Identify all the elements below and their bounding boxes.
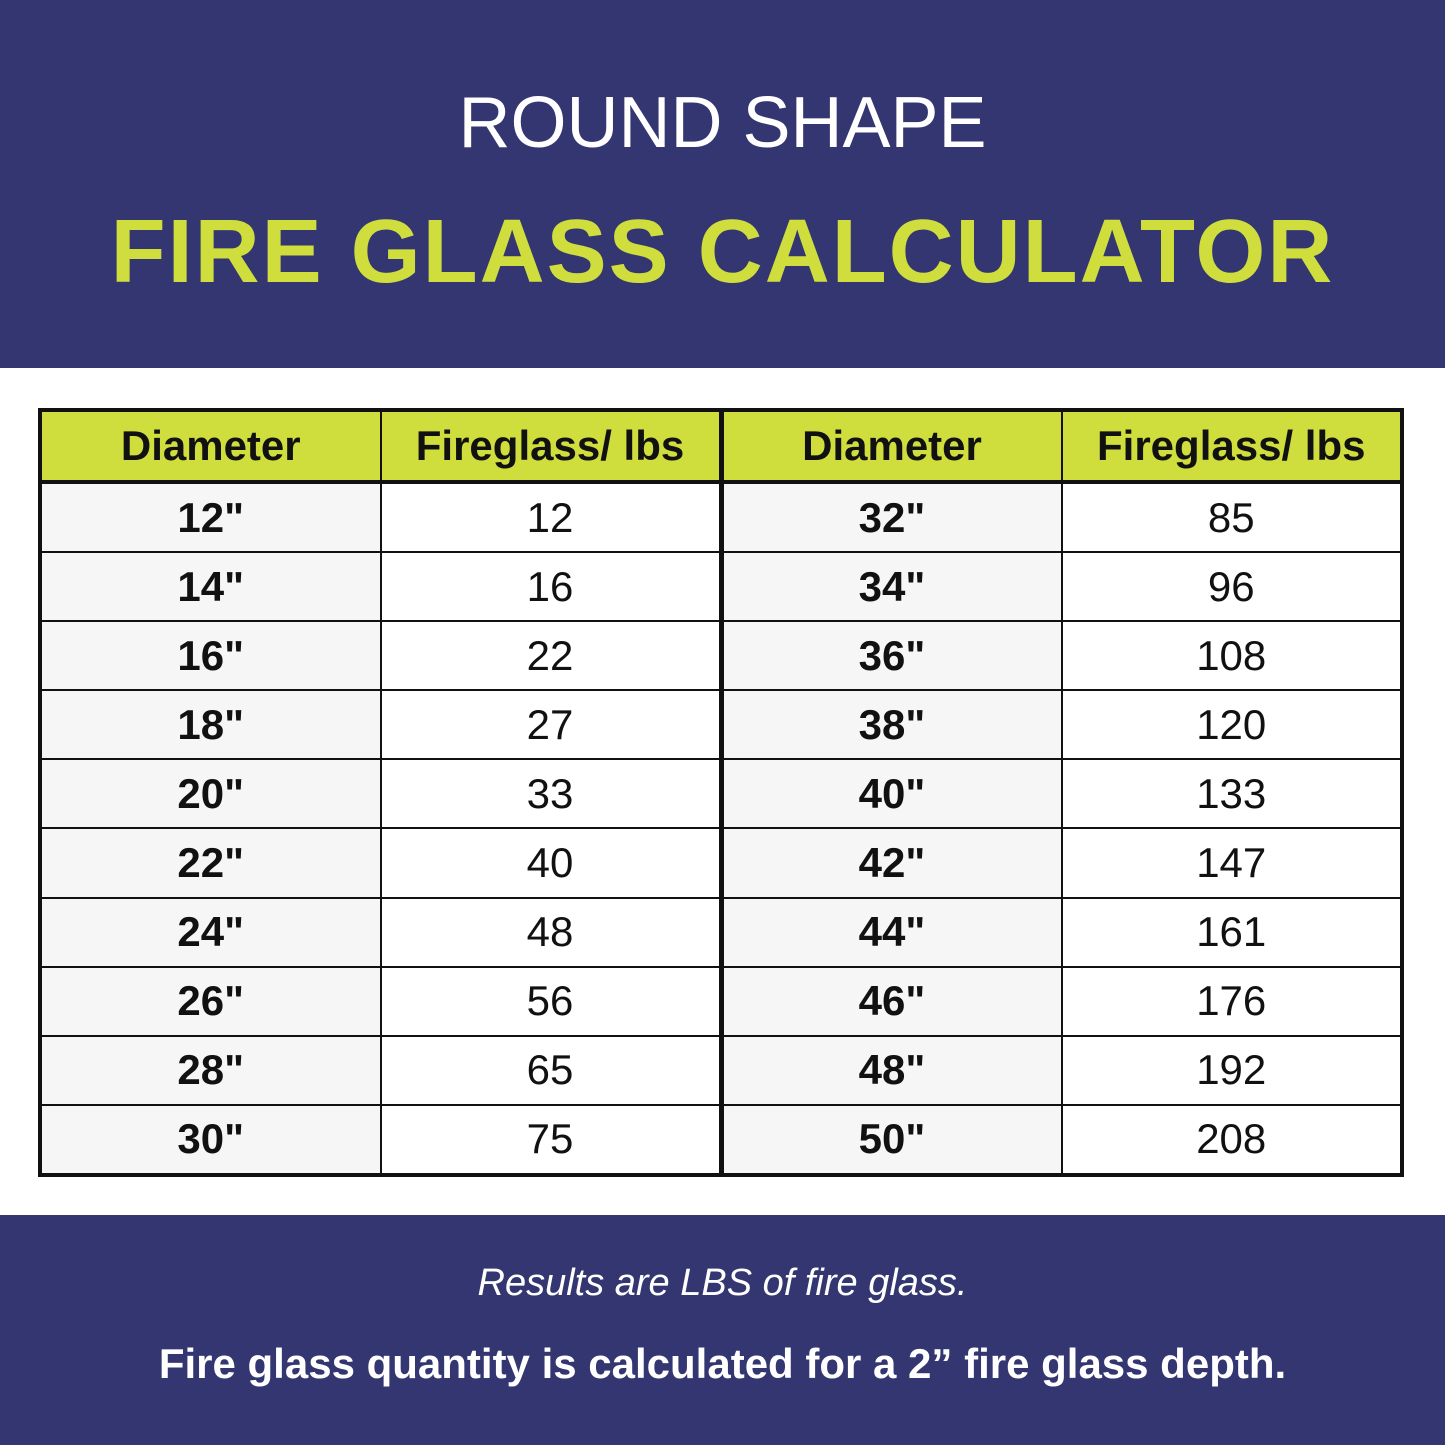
table-row: 12" 12 32" 85 <box>39 480 1403 554</box>
diameter-cell: 38" <box>718 689 1063 761</box>
fireglass-lbs-cell: 176 <box>1060 965 1403 1037</box>
diameter-cell: 32" <box>718 480 1063 554</box>
diameter-cell: 14" <box>39 551 382 623</box>
table-row: 18" 27 38" 120 <box>39 689 1403 761</box>
diameter-cell: 16" <box>39 620 382 692</box>
fire-glass-table: Diameter Fireglass/ lbs Diameter Firegla… <box>38 408 1404 1177</box>
diameter-cell: 20" <box>39 758 382 830</box>
table-row: 28" 65 48" 192 <box>39 1034 1403 1106</box>
table-row: 26" 56 46" 176 <box>39 965 1403 1037</box>
fireglass-lbs-cell: 120 <box>1060 689 1403 761</box>
diameter-cell: 28" <box>39 1034 382 1106</box>
diameter-cell: 12" <box>39 480 382 554</box>
subtitle: ROUND SHAPE <box>458 83 987 163</box>
fireglass-lbs-cell: 27 <box>379 689 722 761</box>
table-row: 22" 40 42" 147 <box>39 827 1403 899</box>
footer-banner <box>0 1215 1445 1445</box>
fireglass-lbs-cell: 133 <box>1060 758 1403 830</box>
diameter-cell: 42" <box>718 827 1063 899</box>
fireglass-lbs-cell: 96 <box>1060 551 1403 623</box>
footer-note-depth: Fire glass quantity is calculated for a … <box>158 1340 1287 1387</box>
diameter-cell: 34" <box>718 551 1063 623</box>
fireglass-lbs-cell: 85 <box>1060 480 1403 554</box>
fireglass-lbs-cell: 192 <box>1060 1034 1403 1106</box>
diameter-cell: 22" <box>39 827 382 899</box>
footer-note-units: Results are LBS of fire glass. <box>477 1262 968 1304</box>
table-row: 24" 48 44" 161 <box>39 896 1403 968</box>
diameter-cell: 48" <box>718 1034 1063 1106</box>
fireglass-lbs-cell: 40 <box>379 827 722 899</box>
header-banner: ROUND SHAPE FIRE GLASS CALCULATOR <box>0 0 1445 368</box>
table-row: 16" 22 36" 108 <box>39 620 1403 692</box>
diameter-cell: 36" <box>718 620 1063 692</box>
fireglass-lbs-cell: 33 <box>379 758 722 830</box>
fireglass-lbs-cell: 48 <box>379 896 722 968</box>
column-header-diameter: Diameter <box>718 409 1063 484</box>
fireglass-lbs-cell: 75 <box>379 1103 722 1177</box>
table-header-row: Diameter Fireglass/ lbs Diameter Firegla… <box>39 409 1403 484</box>
diameter-cell: 18" <box>39 689 382 761</box>
fireglass-lbs-cell: 22 <box>379 620 722 692</box>
table-row: 30" 75 50" 208 <box>39 1103 1403 1177</box>
column-header-fireglass: Fireglass/ lbs <box>379 409 722 484</box>
fireglass-lbs-cell: 108 <box>1060 620 1403 692</box>
fireglass-lbs-cell: 56 <box>379 965 722 1037</box>
fireglass-lbs-cell: 16 <box>379 551 722 623</box>
diameter-cell: 50" <box>718 1103 1063 1177</box>
diameter-cell: 24" <box>39 896 382 968</box>
fireglass-lbs-cell: 161 <box>1060 896 1403 968</box>
diameter-cell: 26" <box>39 965 382 1037</box>
table-row: 14" 16 34" 96 <box>39 551 1403 623</box>
table-body: 12" 12 32" 85 14" 16 34" 96 16" 22 36" 108 18" 27 38" 1… <box>39 480 1403 1177</box>
diameter-cell: 30" <box>39 1103 382 1177</box>
column-header-fireglass: Fireglass/ lbs <box>1060 409 1403 484</box>
diameter-cell: 44" <box>718 896 1063 968</box>
diameter-cell: 46" <box>718 965 1063 1037</box>
diameter-cell: 40" <box>718 758 1063 830</box>
fireglass-lbs-cell: 65 <box>379 1034 722 1106</box>
fireglass-lbs-cell: 208 <box>1060 1103 1403 1177</box>
fireglass-lbs-cell: 147 <box>1060 827 1403 899</box>
column-header-diameter: Diameter <box>39 409 382 484</box>
table-row: 20" 33 40" 133 <box>39 758 1403 830</box>
fireglass-lbs-cell: 12 <box>379 480 722 554</box>
page-title: FIRE GLASS CALCULATOR <box>110 202 1335 302</box>
